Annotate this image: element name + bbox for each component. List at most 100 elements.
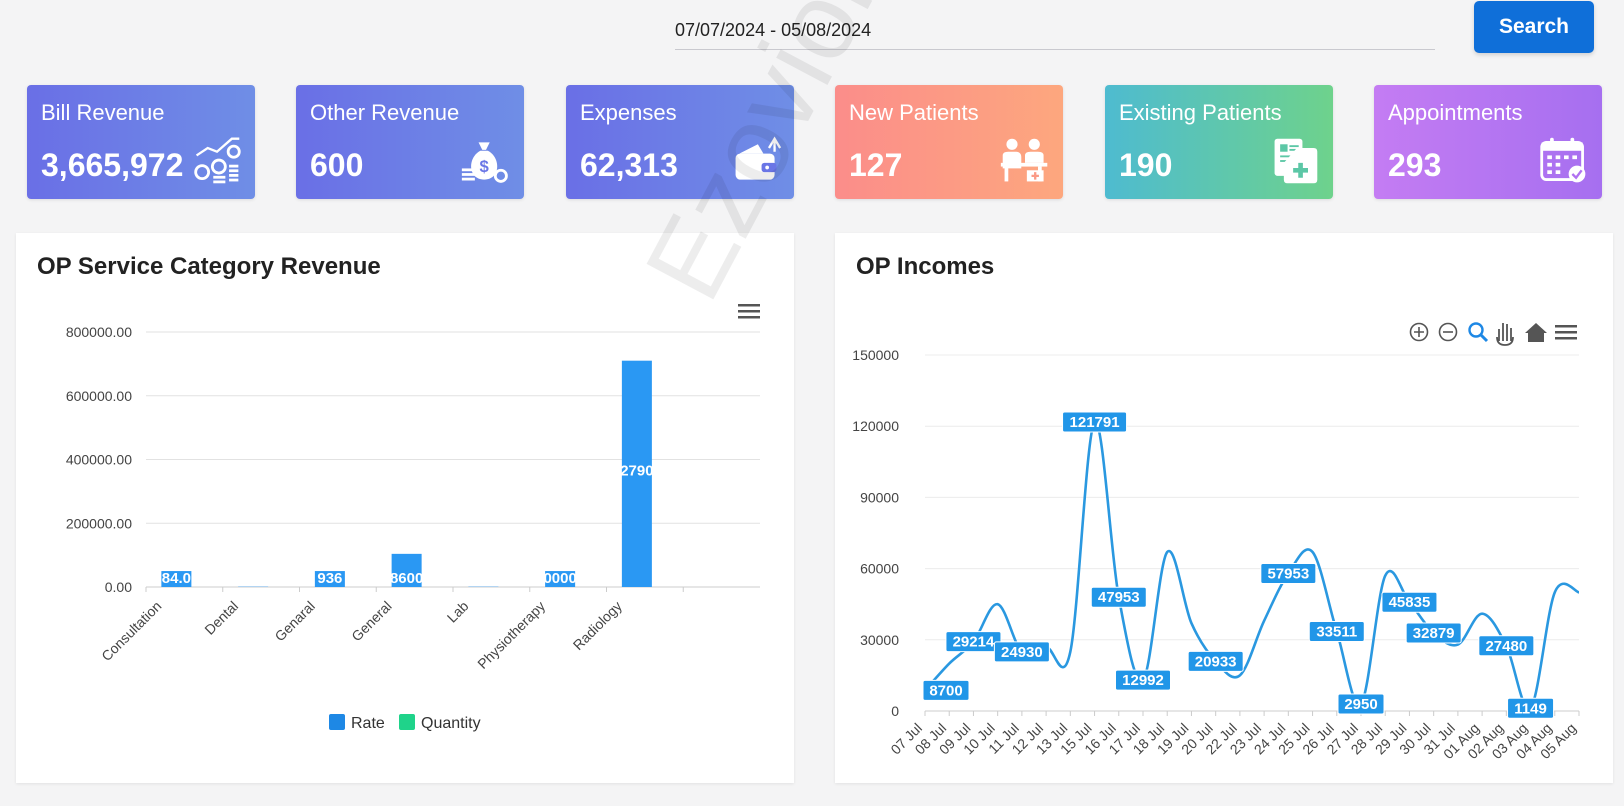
y-tick-label: 200000.00 <box>66 515 132 531</box>
wallet-icon <box>735 136 782 180</box>
panel-title: OP Service Category Revenue <box>37 253 381 280</box>
data-label: 47953 <box>1090 586 1147 608</box>
bar-rate[interactable] <box>161 571 192 587</box>
y-tick-label: 600000.00 <box>66 388 132 404</box>
svg-text:1149: 1149 <box>1514 700 1547 717</box>
y-tick-label: 30000 <box>860 632 899 648</box>
legend-item-rate[interactable]: Rate <box>329 714 385 732</box>
data-label: 1149 <box>1507 697 1555 719</box>
bar-chart: 0.00 200000.00 400000.00 600000.00 800000.00… <box>66 304 760 732</box>
y-tick-label: 150000 <box>852 347 899 363</box>
kpi-label: Other Revenue <box>310 100 460 125</box>
kpi-value: 62,313 <box>580 147 678 183</box>
svg-text:32879: 32879 <box>1413 625 1455 642</box>
date-range-input[interactable] <box>675 14 1435 50</box>
income-line[interactable] <box>924 420 1580 711</box>
bar-rate[interactable] <box>621 360 652 587</box>
legend-item-quantity[interactable]: Quantity <box>399 714 481 732</box>
svg-text:33511: 33511 <box>1316 623 1357 640</box>
kpi-card-existing-patients: Existing Patients 190 <box>1105 85 1333 199</box>
kpi-card-other-revenue: Other Revenue 600 $ <box>296 85 524 199</box>
svg-text:57953: 57953 <box>1267 565 1309 582</box>
filter-bar: Search <box>0 0 1624 70</box>
magnifier-icon[interactable] <box>1468 322 1489 343</box>
data-label: 2950 <box>1337 693 1385 715</box>
kpi-card-appointments: Appointments 293 <box>1374 85 1602 199</box>
kpi-label: New Patients <box>849 100 979 125</box>
chart-menu-icon[interactable] <box>1555 325 1577 340</box>
op-service-category-revenue-panel: OP Service Category Revenue 0.00 200000.0… <box>16 233 794 783</box>
calendar-icon <box>1540 137 1586 183</box>
zoom-out-icon[interactable] <box>1438 322 1458 342</box>
kpi-label: Bill Revenue <box>41 100 165 125</box>
bar-rate[interactable] <box>314 571 345 587</box>
data-label: 12992 <box>1115 669 1171 691</box>
svg-text:24930: 24930 <box>1001 644 1043 661</box>
chart-menu-icon[interactable] <box>738 304 760 319</box>
search-button[interactable]: Search <box>1474 1 1594 53</box>
kpi-value: 190 <box>1119 147 1173 183</box>
kpi-value: 127 <box>849 147 903 183</box>
x-tick-label: Dental <box>201 598 241 638</box>
data-label: 8700 <box>922 679 970 701</box>
panel-title: OP Incomes <box>856 253 995 280</box>
y-tick-label: 90000 <box>860 489 899 505</box>
data-label: 45835 <box>1381 591 1438 613</box>
medical-record-icon <box>1274 138 1318 184</box>
data-label: 24930 <box>993 641 1050 663</box>
home-icon[interactable] <box>1525 323 1547 342</box>
data-label: 33511 <box>1308 620 1365 642</box>
svg-text:2950: 2950 <box>1344 696 1377 713</box>
op-incomes-panel: OP Incomes 0 30000 60000 90000 120000 150000 0… <box>835 233 1613 783</box>
kpi-value: 600 <box>310 147 364 183</box>
x-tick-label: Consultation <box>98 598 164 664</box>
y-tick-label: 0.00 <box>105 579 132 595</box>
svg-text:8700: 8700 <box>929 682 962 699</box>
svg-text:12992: 12992 <box>1122 672 1164 689</box>
y-tick-label: 60000 <box>860 561 899 577</box>
bar-rate[interactable] <box>391 553 422 587</box>
data-label: 57953 <box>1260 562 1317 584</box>
bar-data-label: 0000 <box>543 570 576 587</box>
svg-text:Rate: Rate <box>351 715 385 732</box>
svg-text:29214: 29214 <box>953 634 995 651</box>
y-tick-label: 800000.00 <box>66 324 132 340</box>
svg-text:$: $ <box>479 157 489 176</box>
y-tick-label: 0 <box>891 703 899 719</box>
kpi-value: 3,665,972 <box>41 147 184 183</box>
bar-data-label: 84.0 <box>162 570 191 587</box>
bar-data-label: 2790 <box>620 463 653 480</box>
x-tick-label: Lab <box>444 598 472 626</box>
bar-data-label: 970 <box>471 570 496 587</box>
kpi-card-new-patients: New Patients 127 <box>835 85 1063 199</box>
revenue-growth-icon <box>194 137 241 184</box>
svg-text:Quantity: Quantity <box>421 715 481 732</box>
kpi-label: Existing Patients <box>1119 100 1282 125</box>
bar-data-label: 000 <box>241 570 266 587</box>
kpi-label: Expenses <box>580 100 677 125</box>
bar-rate[interactable] <box>545 571 576 587</box>
svg-text:121791: 121791 <box>1070 414 1120 431</box>
svg-text:27480: 27480 <box>1485 638 1527 655</box>
kpi-card-expenses: Expenses 62,313 <box>566 85 794 199</box>
data-label: 27480 <box>1478 635 1535 657</box>
money-bag-icon: $ <box>461 142 508 183</box>
kpi-card-bill-revenue: Bill Revenue 3,665,972 <box>27 85 255 199</box>
zoom-in-icon[interactable] <box>1409 322 1429 342</box>
svg-text:20933: 20933 <box>1195 653 1237 670</box>
y-tick-label: 400000.00 <box>66 452 132 468</box>
x-tick-label: General <box>348 598 395 645</box>
x-tick-label: Radiology <box>570 598 625 653</box>
bar-data-label: 8600 <box>390 570 423 587</box>
x-tick-label: Physiotherapy <box>474 598 548 672</box>
y-tick-label: 120000 <box>852 418 899 434</box>
bar-data-label: 936 <box>317 570 342 587</box>
chart-toolbar <box>1409 322 1577 346</box>
doctor-patient-icon <box>1000 138 1048 182</box>
pan-hand-icon[interactable] <box>1496 323 1514 346</box>
x-tick-label: Genaral <box>271 598 318 645</box>
data-label: 20933 <box>1187 650 1244 672</box>
svg-text:45835: 45835 <box>1389 594 1431 611</box>
data-label: 121791 <box>1062 411 1128 433</box>
